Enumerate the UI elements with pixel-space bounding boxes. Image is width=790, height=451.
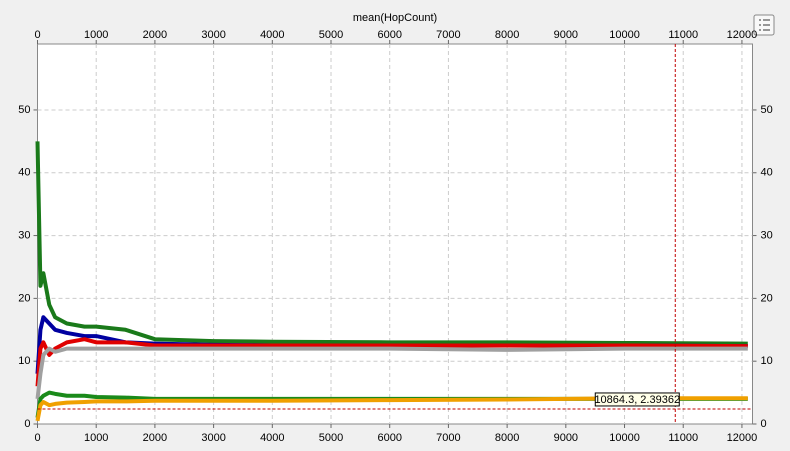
crosshair-label-box [594,392,680,407]
x-tick-label: 7000 [436,432,460,444]
y-tick-label: 20 [761,292,773,304]
chart-title: mean(HopCount) [353,12,437,24]
x-tick-label: 10000 [609,29,640,41]
x-tick-label: 8000 [495,29,519,41]
x-tick-label: 9000 [554,432,578,444]
series-line [35,337,748,387]
y-tick-label: 20 [18,292,30,304]
y-tick-label: 0 [761,418,767,430]
x-tick-label: 2000 [143,432,167,444]
series-line [35,346,748,400]
x-tick-label: 11000 [668,29,698,41]
x-tick-label: 8000 [495,432,519,444]
y-tick-label: 30 [18,229,30,241]
button-icon [759,19,770,31]
x-tick-label: 12000 [727,432,758,444]
x-tick-label: 10000 [609,432,640,444]
x-tick-label: 6000 [377,432,401,444]
x-tick-label: 0 [34,432,40,444]
x-tick-label: 3000 [201,432,225,444]
y-tick-label: 10 [761,355,773,367]
x-tick-label: 7000 [436,29,460,41]
series-line [35,396,748,422]
y-tick-label: 30 [761,229,773,241]
x-tick-label: 4000 [260,432,284,444]
options-button[interactable] [753,14,775,36]
y-tick-label: 40 [18,167,30,179]
x-tick-label: 6000 [377,29,401,41]
x-tick-label: 0 [34,29,40,41]
plot-area [37,43,753,425]
y-tick-label: 50 [761,104,773,116]
x-tick-label: 3000 [201,29,225,41]
x-tick-label: 5000 [319,432,343,444]
x-tick-label: 1000 [84,432,108,444]
y-tick-label: 40 [761,167,773,179]
x-tick-label: 2000 [143,29,167,41]
y-tick-label: 50 [18,104,30,116]
x-tick-label: 1000 [84,29,108,41]
x-tick-label: 4000 [260,29,284,41]
x-tick-label: 9000 [554,29,578,41]
y-tick-label: 0 [24,418,30,430]
x-tick-label: 12000 [727,29,758,41]
crosshair-label: 10864.3, 2.39362 [594,394,680,406]
x-tick-label: 11000 [668,432,698,444]
x-tick-label: 5000 [319,29,343,41]
series-line [35,141,748,346]
y-tick-label: 10 [18,355,30,367]
